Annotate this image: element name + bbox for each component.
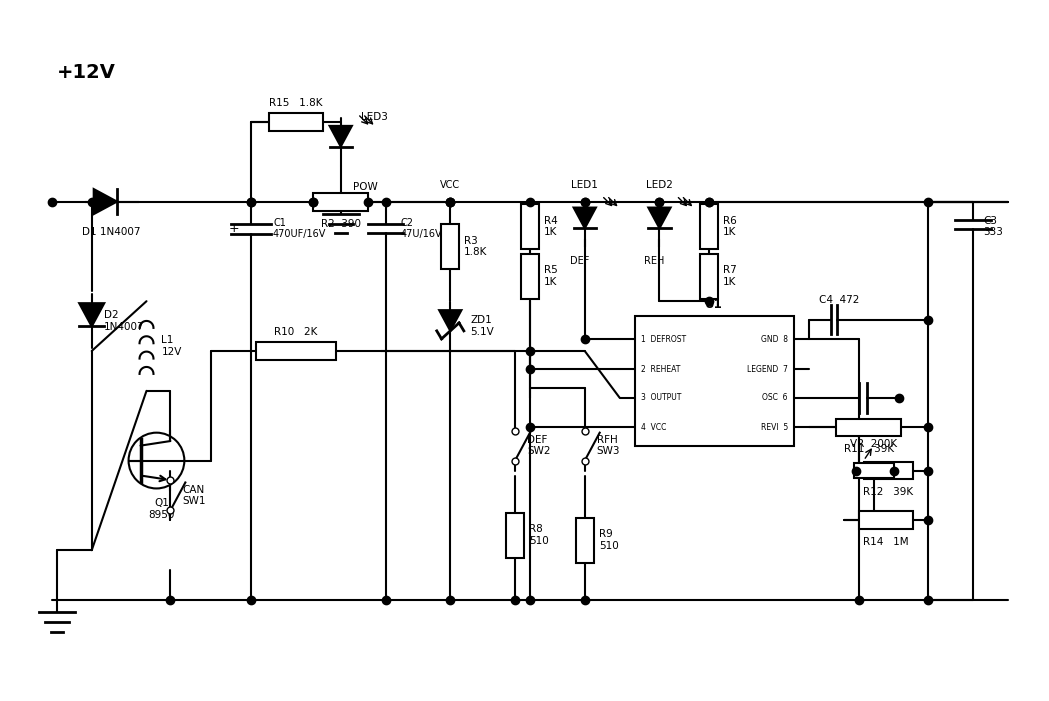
Text: OSC  6: OSC 6 (763, 393, 788, 402)
Polygon shape (648, 207, 670, 229)
Text: C4  472: C4 472 (818, 294, 859, 304)
Text: R8
510: R8 510 (529, 524, 549, 546)
Polygon shape (79, 304, 104, 327)
Bar (859, 511, 914, 529)
Text: R2  390: R2 390 (321, 219, 361, 229)
Text: R7
1K: R7 1K (723, 266, 737, 287)
Text: REH: REH (644, 257, 665, 266)
Text: R15   1.8K: R15 1.8K (270, 98, 323, 108)
Text: LEGEND  7: LEGEND 7 (747, 365, 788, 374)
Text: 1  DEFROST: 1 DEFROST (641, 335, 686, 344)
Text: CAN
SW1: CAN SW1 (183, 484, 206, 506)
Text: R12   39K: R12 39K (863, 487, 914, 498)
Text: RFH
SW3: RFH SW3 (597, 435, 620, 456)
Bar (576, 518, 594, 563)
Text: VCC: VCC (441, 179, 461, 190)
Bar (269, 113, 323, 131)
Text: 2  REHEAT: 2 REHEAT (641, 365, 680, 374)
Bar (521, 254, 539, 299)
Text: R4
1K: R4 1K (544, 216, 558, 238)
Bar (854, 463, 894, 479)
Text: C3
333: C3 333 (983, 216, 1003, 238)
Text: DEF
SW2: DEF SW2 (527, 435, 551, 456)
Text: GND  8: GND 8 (761, 335, 788, 344)
Text: R6
1K: R6 1K (723, 216, 737, 238)
Text: LED3: LED3 (361, 112, 387, 122)
Polygon shape (329, 126, 351, 147)
Text: R5
1K: R5 1K (544, 266, 558, 287)
Bar (506, 513, 524, 558)
Text: R10   2K: R10 2K (274, 327, 318, 337)
Polygon shape (440, 310, 462, 331)
Bar (256, 342, 336, 360)
Bar (442, 224, 459, 268)
Text: +12V: +12V (57, 62, 115, 81)
Bar (314, 193, 368, 210)
Text: 4  VCC: 4 VCC (641, 423, 666, 432)
Text: D2
1N4007: D2 1N4007 (104, 311, 145, 332)
Text: U1: U1 (705, 298, 723, 311)
Polygon shape (93, 189, 117, 214)
Text: POW: POW (352, 182, 378, 191)
Text: R11   39K: R11 39K (843, 444, 894, 454)
Text: REVI  5: REVI 5 (761, 423, 788, 432)
Text: Q1
8950: Q1 8950 (148, 498, 174, 520)
Text: ZD1
5.1V: ZD1 5.1V (470, 315, 494, 337)
Text: 3  OUTPUT: 3 OUTPUT (641, 393, 681, 402)
Text: R14   1M: R14 1M (863, 537, 908, 547)
Bar (836, 418, 901, 437)
Text: LED1: LED1 (572, 179, 598, 190)
Text: +: + (229, 222, 239, 235)
Text: DEF: DEF (570, 257, 590, 266)
Text: C1
470UF/16V: C1 470UF/16V (273, 218, 326, 239)
Bar (701, 254, 719, 299)
Bar (701, 204, 719, 249)
Text: R3
1.8K: R3 1.8K (465, 236, 488, 257)
Bar (863, 461, 914, 479)
Polygon shape (574, 207, 596, 229)
Text: C2
47U/16V: C2 47U/16V (401, 218, 442, 239)
Text: L1
12V: L1 12V (162, 335, 181, 357)
Text: R9
510: R9 510 (599, 529, 619, 551)
Bar (635, 316, 794, 446)
Text: D1 1N4007: D1 1N4007 (83, 228, 141, 238)
Bar (521, 204, 539, 249)
Text: LED2: LED2 (646, 179, 672, 190)
Text: VR  200K: VR 200K (850, 439, 897, 449)
